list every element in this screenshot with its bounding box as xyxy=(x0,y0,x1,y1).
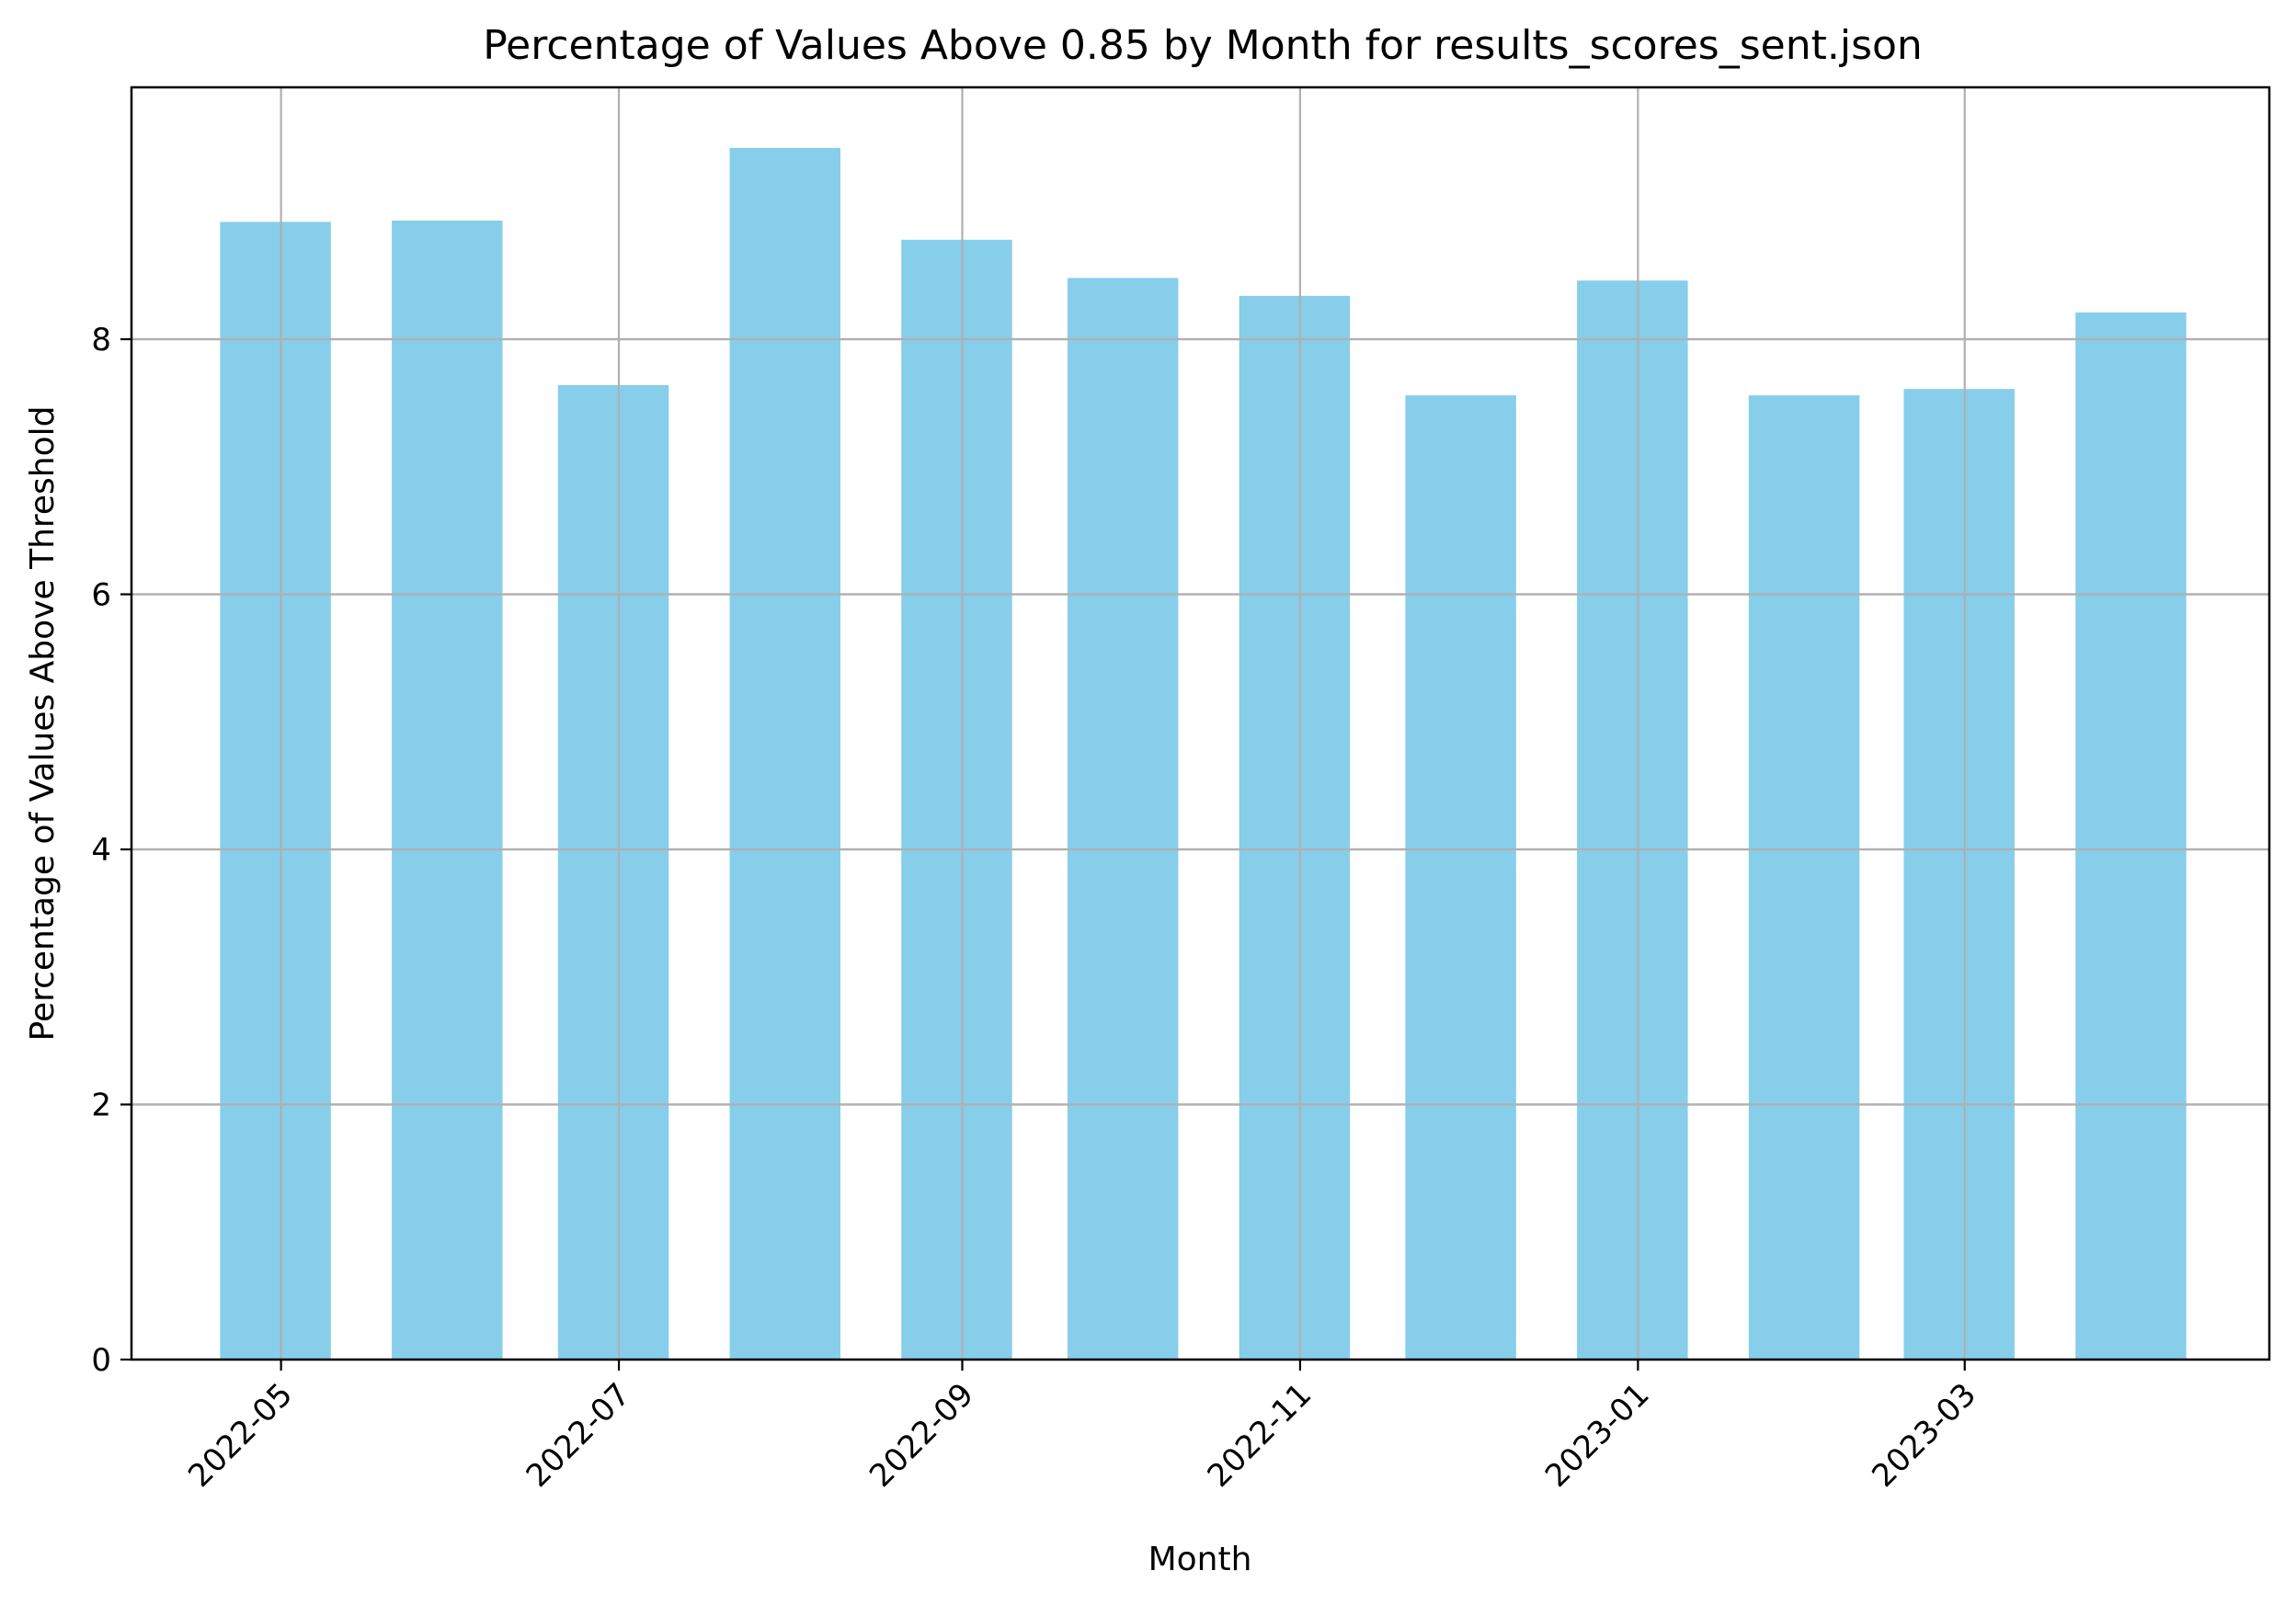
bar xyxy=(1405,395,1516,1360)
bar xyxy=(901,239,1012,1360)
bar xyxy=(1067,278,1179,1360)
bar xyxy=(392,220,503,1360)
y-axis-title: Percentage of Values Above Threshold xyxy=(24,406,62,1042)
x-axis-title: Month xyxy=(1148,1541,1252,1578)
chart-title: Percentage of Values Above 0.85 by Month… xyxy=(483,22,1923,69)
y-tick-label: 2 xyxy=(91,1087,111,1124)
plot-frame xyxy=(130,85,2271,1361)
bar xyxy=(1903,389,2015,1360)
y-tick-label: 4 xyxy=(91,832,111,869)
bar xyxy=(220,222,331,1360)
bar xyxy=(557,384,669,1360)
bar xyxy=(2075,312,2187,1360)
bar xyxy=(1239,295,1351,1360)
y-tick-label: 8 xyxy=(91,322,111,359)
bar xyxy=(729,147,840,1360)
bar xyxy=(1748,395,1860,1360)
y-tick-label: 0 xyxy=(91,1342,111,1379)
y-tick-label: 6 xyxy=(91,577,111,614)
bar xyxy=(1577,280,1688,1360)
bars-layer xyxy=(131,87,2269,1360)
